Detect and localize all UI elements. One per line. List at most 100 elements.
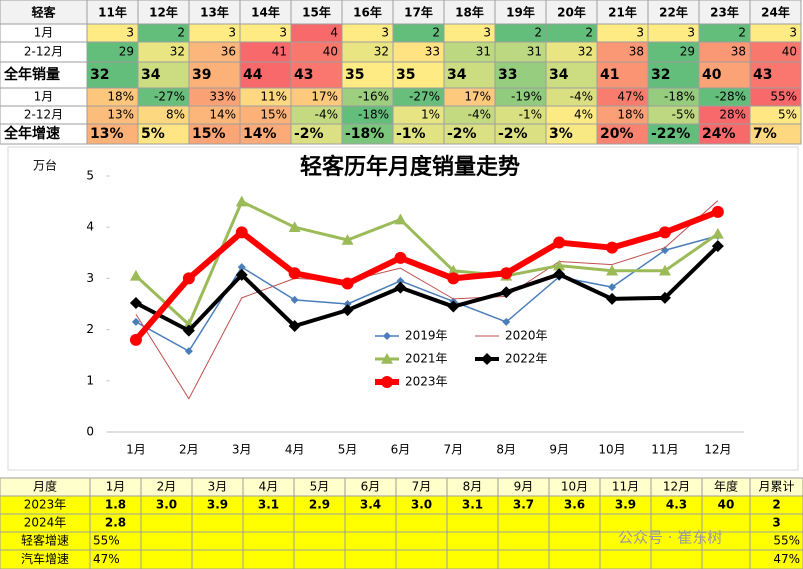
cell xyxy=(395,549,448,569)
heat-cell xyxy=(494,61,547,89)
cell-text: 8% xyxy=(166,108,185,122)
row-label: 1月 xyxy=(34,26,54,40)
x-tick-label: 4月 xyxy=(285,443,305,457)
cell-text: 55% xyxy=(770,90,797,104)
cell-text: 29 xyxy=(119,45,134,59)
header-text: 月度 xyxy=(33,479,57,494)
x-tick-label: 7月 xyxy=(444,443,464,457)
cell-text: 31 xyxy=(527,45,542,59)
series-line xyxy=(135,235,719,352)
cell xyxy=(497,549,550,569)
cell-text: 3.0 xyxy=(411,498,432,512)
cell-text: -2% xyxy=(447,126,477,142)
cell-text: 3 xyxy=(789,26,797,40)
row-label: 全年销量 xyxy=(3,66,60,83)
x-tick-label: 2月 xyxy=(179,443,199,457)
cell-text: 40 xyxy=(782,45,797,59)
row-label: 2-12月 xyxy=(24,108,63,122)
x-tick-label: 5月 xyxy=(338,443,358,457)
cell-text: 14% xyxy=(209,108,236,122)
cell-text: 32 xyxy=(170,45,185,59)
header-text: 13年 xyxy=(200,5,229,20)
point xyxy=(184,347,193,356)
cell-text: 4 xyxy=(330,26,338,40)
point xyxy=(608,283,617,292)
cell-text: 34 xyxy=(549,67,569,83)
series-line xyxy=(135,244,720,333)
point xyxy=(129,333,142,346)
header-text: 21年 xyxy=(608,5,637,20)
point xyxy=(129,269,142,281)
y-tick-label: 4 xyxy=(86,220,94,234)
point xyxy=(131,317,140,326)
header-cell xyxy=(749,0,802,25)
cell xyxy=(242,531,295,551)
point xyxy=(341,234,354,245)
header-text: 5月 xyxy=(310,480,330,494)
point xyxy=(658,264,671,276)
header-text: 24年 xyxy=(761,5,790,20)
cell-text: -4% xyxy=(315,108,338,122)
cell-text: 5% xyxy=(778,108,797,122)
cell-text: 2 xyxy=(738,26,746,40)
cell-text: 40 xyxy=(323,45,338,59)
cell-text: 38 xyxy=(629,45,644,59)
cell-text: 44 xyxy=(243,67,263,83)
header-text: 11年 xyxy=(98,5,127,20)
legend-label: 2019年 xyxy=(405,329,448,343)
cell-text: 18% xyxy=(617,108,644,122)
cell xyxy=(191,513,244,533)
cell-text: 3 xyxy=(772,516,780,530)
cell xyxy=(599,549,652,569)
cell-text: 4% xyxy=(574,108,593,122)
cell xyxy=(293,531,346,551)
point xyxy=(711,240,724,253)
cell-text: 2 xyxy=(772,498,780,512)
point xyxy=(394,281,407,294)
cell-text: -18% xyxy=(345,126,384,142)
x-tick-label: 10月 xyxy=(598,443,625,457)
cell-text: 3.9 xyxy=(615,498,636,512)
cell-text: 3.9 xyxy=(207,498,228,512)
header-text: 10月 xyxy=(561,480,588,494)
cell xyxy=(140,549,193,569)
row-label: 2-12月 xyxy=(24,45,63,59)
cell-text: -27% xyxy=(409,90,440,104)
cell xyxy=(548,549,601,569)
row-label: 全年增速 xyxy=(3,125,60,142)
cell xyxy=(344,531,397,551)
point xyxy=(447,272,460,285)
cell-text: 13% xyxy=(90,126,124,142)
legend-label: 2021年 xyxy=(405,352,448,366)
cell-text: 20% xyxy=(600,126,634,142)
cell xyxy=(191,549,244,569)
header-text: 6月 xyxy=(361,480,381,494)
legend-marker xyxy=(381,376,393,388)
legend-label: 2023年 xyxy=(405,375,448,389)
cell-text: 47% xyxy=(617,90,644,104)
cell-text: 13% xyxy=(107,108,134,122)
header-text: 15年 xyxy=(302,5,331,20)
cell-text: 24% xyxy=(702,126,736,142)
y-tick-label: 5 xyxy=(86,169,94,183)
cell-text: 14% xyxy=(243,126,277,142)
cell-text: 43 xyxy=(294,67,313,83)
cell xyxy=(446,513,499,533)
cell-text: -27% xyxy=(154,90,185,104)
legend-label: 2020年 xyxy=(505,329,548,343)
cell-text: 36 xyxy=(221,45,236,59)
cell-text: 3.0 xyxy=(156,498,177,512)
cell-text: 1.8 xyxy=(105,498,126,512)
header-text: 3月 xyxy=(208,480,228,494)
cell-text: -22% xyxy=(651,126,690,142)
cell-text: 28% xyxy=(719,108,746,122)
header-text: 11月 xyxy=(612,480,639,494)
heat-cell xyxy=(86,61,139,89)
point xyxy=(606,292,619,305)
series-line xyxy=(134,200,719,326)
header-text: 14年 xyxy=(251,5,280,20)
heat-cell xyxy=(596,61,649,89)
series-line xyxy=(133,209,719,342)
header-text: 9月 xyxy=(514,480,534,494)
